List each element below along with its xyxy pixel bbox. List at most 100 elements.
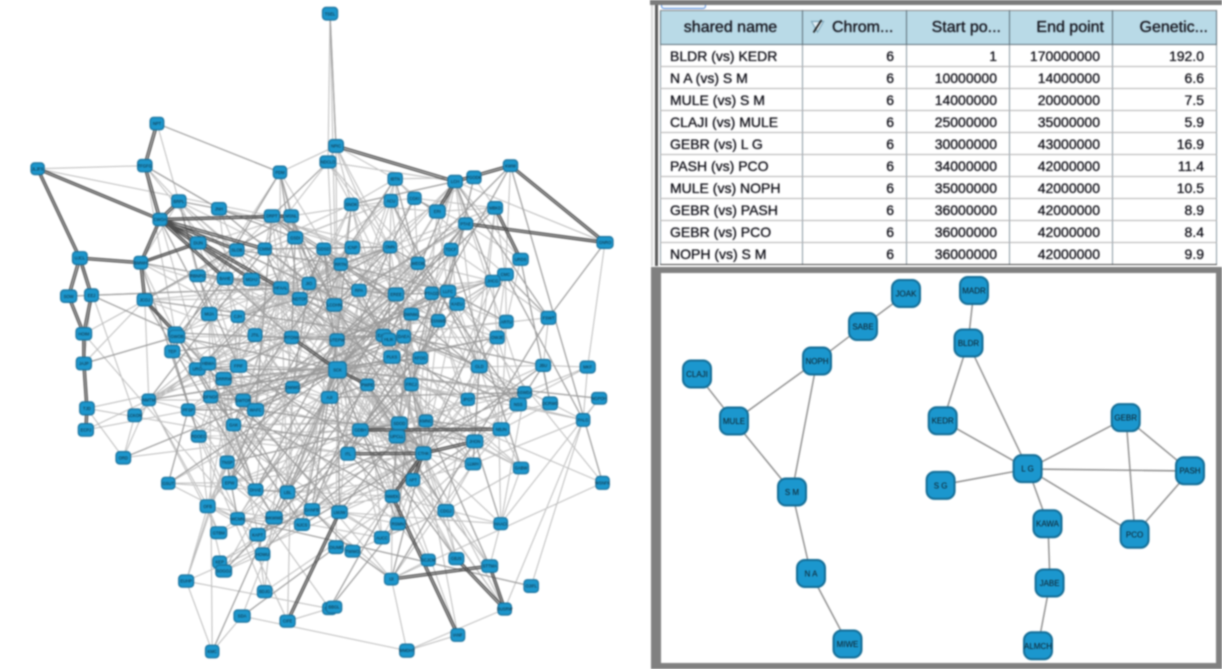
- svg-text:EPW: EPW: [225, 480, 235, 485]
- svg-text:SCJCM: SCJCM: [421, 558, 436, 563]
- svg-text:FPIF: FPIF: [234, 364, 244, 369]
- svg-text:PLKS: PLKS: [387, 355, 398, 360]
- svg-text:BRPL: BRPL: [173, 199, 185, 204]
- svg-text:URO: URO: [193, 367, 203, 372]
- svg-text:KFOG: KFOG: [414, 356, 426, 361]
- svg-text:KMC: KMC: [208, 649, 217, 654]
- svg-text:EUHP: EUHP: [180, 579, 192, 584]
- svg-text:LLFC: LLFC: [443, 289, 453, 294]
- svg-text:PTAE: PTAE: [460, 221, 471, 226]
- svg-text:OFB: OFB: [203, 504, 212, 509]
- svg-text:NOPH: NOPH: [805, 357, 828, 366]
- svg-text:DFNGF: DFNGF: [203, 395, 218, 400]
- svg-text:SOW: SOW: [64, 294, 74, 299]
- svg-text:GWOB: GWOB: [170, 334, 183, 339]
- svg-text:GEBR: GEBR: [1114, 414, 1137, 423]
- svg-text:JABE: JABE: [1040, 579, 1060, 588]
- svg-text:SNOK: SNOK: [345, 202, 357, 207]
- svg-text:ACU: ACU: [387, 198, 396, 203]
- svg-text:KAPT: KAPT: [252, 532, 263, 537]
- svg-text:MBKD: MBKD: [489, 206, 501, 211]
- svg-text:LCH: LCH: [451, 179, 459, 184]
- svg-text:HLIK: HLIK: [384, 337, 394, 342]
- svg-text:LMJW: LMJW: [334, 510, 346, 515]
- svg-text:KAWA: KAWA: [1036, 520, 1060, 529]
- svg-text:SABE: SABE: [852, 323, 873, 332]
- svg-text:CDGJ: CDGJ: [440, 508, 451, 513]
- svg-text:UTEPW: UTEPW: [329, 338, 344, 343]
- svg-text:JOAK: JOAK: [896, 290, 918, 299]
- svg-text:OIUME: OIUME: [329, 545, 343, 550]
- svg-text:PDM: PDM: [275, 170, 285, 175]
- svg-text:GAK: GAK: [229, 423, 238, 428]
- svg-text:APT: APT: [409, 477, 418, 482]
- svg-text:CWOA: CWOA: [153, 217, 166, 222]
- svg-text:JAJP: JAJP: [79, 361, 89, 366]
- svg-text:NWEK: NWEK: [386, 494, 399, 499]
- svg-text:RSMN: RSMN: [392, 521, 404, 526]
- svg-text:TSEL: TSEL: [325, 11, 336, 16]
- svg-text:NJCS: NJCS: [297, 522, 308, 527]
- svg-text:ALMCH: ALMCH: [1024, 642, 1052, 651]
- svg-text:LBL: LBL: [284, 490, 292, 495]
- svg-text:IBTN: IBTN: [390, 177, 400, 182]
- svg-text:ERI: ERI: [434, 209, 441, 214]
- svg-text:OWJE: OWJE: [491, 335, 503, 340]
- svg-text:LCOHN: LCOHN: [327, 303, 342, 308]
- svg-text:UPCLL: UPCLL: [390, 434, 404, 439]
- svg-text:NPIC: NPIC: [331, 144, 341, 149]
- svg-text:RBNPG: RBNPG: [190, 274, 205, 279]
- svg-text:ARTU: ARTU: [501, 319, 512, 324]
- svg-text:NDTOF: NDTOF: [293, 296, 308, 301]
- svg-text:MIJA: MIJA: [205, 312, 215, 317]
- svg-text:URDS: URDS: [515, 257, 527, 262]
- svg-text:EREE: EREE: [390, 292, 402, 297]
- svg-text:GSUT: GSUT: [162, 481, 174, 486]
- svg-text:SLOB: SLOB: [231, 248, 242, 253]
- svg-text:GWTOR: GWTOR: [235, 398, 251, 403]
- svg-text:JPGT: JPGT: [462, 397, 473, 402]
- svg-text:FSWT: FSWT: [543, 315, 555, 320]
- svg-text:WCMN: WCMN: [231, 516, 245, 521]
- svg-text:GDSD: GDSD: [318, 247, 330, 252]
- svg-text:DWNMJ: DWNMJ: [404, 312, 420, 317]
- svg-text:TNSP: TNSP: [222, 460, 233, 465]
- svg-text:KEDR: KEDR: [932, 417, 954, 426]
- svg-text:IJI: IJI: [389, 577, 393, 582]
- svg-text:LLWH: LLWH: [467, 462, 478, 467]
- svg-text:MADR: MADR: [962, 287, 986, 296]
- svg-text:STTMA: STTMA: [483, 564, 497, 569]
- svg-text:S G: S G: [934, 481, 948, 490]
- svg-text:ITL: ITL: [345, 451, 352, 456]
- svg-text:JBU: JBU: [539, 363, 547, 368]
- svg-text:SRRRW: SRRRW: [216, 377, 232, 382]
- svg-text:ORD: ORD: [119, 455, 128, 460]
- svg-text:AJI: AJI: [326, 395, 332, 400]
- svg-text:KEP: KEP: [216, 560, 225, 565]
- svg-text:GLD: GLD: [475, 364, 484, 369]
- svg-text:NBJN: NBJN: [496, 427, 507, 432]
- svg-text:ICNP: ICNP: [347, 245, 357, 250]
- svg-text:UJCL: UJCL: [75, 256, 86, 261]
- svg-text:L G: L G: [1021, 465, 1034, 474]
- svg-text:DWWG: DWWG: [286, 385, 300, 390]
- svg-text:PWPE: PWPE: [361, 383, 374, 388]
- svg-text:JIO: JIO: [306, 281, 313, 286]
- svg-text:MULE: MULE: [723, 417, 745, 426]
- svg-text:CGKI: CGKI: [409, 196, 419, 201]
- svg-text:NGPOH: NGPOH: [591, 396, 606, 401]
- svg-text:OMN: OMN: [385, 245, 395, 250]
- svg-text:MKF: MKF: [583, 365, 592, 370]
- svg-text:IANF: IANF: [453, 633, 463, 638]
- svg-text:GNRO: GNRO: [599, 240, 612, 245]
- svg-text:TWWO: TWWO: [346, 549, 360, 554]
- svg-text:TDCF: TDCF: [445, 247, 457, 252]
- svg-text:CTHK: CTHK: [418, 451, 430, 456]
- svg-text:PGODK: PGODK: [466, 175, 481, 180]
- svg-text:JHCG: JHCG: [487, 279, 498, 284]
- svg-text:ECPJ: ECPJ: [81, 428, 92, 433]
- svg-text:CLAJI: CLAJI: [686, 370, 708, 379]
- svg-text:MGHJ: MGHJ: [246, 277, 258, 282]
- svg-text:HOWU: HOWU: [256, 552, 269, 557]
- svg-text:MSNL: MSNL: [285, 214, 297, 219]
